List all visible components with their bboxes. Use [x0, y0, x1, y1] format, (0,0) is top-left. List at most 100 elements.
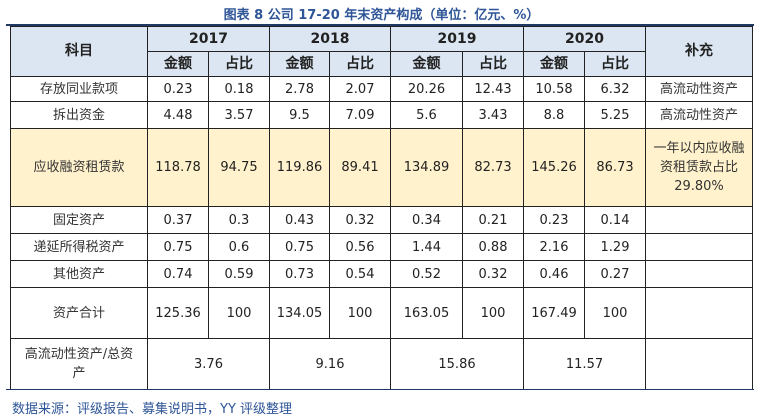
cell-value: 0.88 — [462, 233, 524, 261]
row-note — [645, 206, 753, 234]
cell-value: 94.75 — [208, 128, 270, 207]
header-amount: 金额 — [523, 51, 585, 77]
cell-value: 2.07 — [329, 76, 391, 102]
row-label: 应收融资租赁款 — [10, 128, 148, 207]
table-row: 应收融资租赁款 118.78 94.75 119.86 89.41 134.89 82.73… — [10, 128, 753, 207]
row-label: 其他资产 — [10, 260, 148, 288]
row-note: 高流动性资产 — [645, 101, 753, 129]
cell-value: 3.43 — [462, 101, 524, 129]
table-row: 高流动性资产/总资产 3.76 9.16 15.86 11.57 — [10, 338, 753, 390]
cell-value: 86.73 — [584, 128, 646, 207]
row-label: 高流动性资产/总资产 — [10, 338, 148, 390]
cell-value: 0.34 — [390, 206, 463, 234]
cell-value: 0.74 — [147, 260, 209, 288]
cell-value: 0.75 — [269, 233, 330, 261]
cell-value: 0.75 — [147, 233, 209, 261]
cell-value: 8.8 — [523, 101, 585, 129]
header-year: 2019 — [390, 26, 524, 52]
cell-value: 0.23 — [147, 76, 209, 102]
table-row: 拆出资金 4.48 3.57 9.5 7.09 5.6 3.43 8.8 5.25 高流动性资产 — [10, 101, 753, 129]
asset-table: 科目 2017 2018 2019 2020 补充 金额 占比 金额 占比 金额 占比 金额… — [10, 26, 753, 390]
header-amount: 金额 — [147, 51, 209, 77]
cell-value: 10.58 — [523, 76, 585, 102]
cell-value: 2.78 — [269, 76, 330, 102]
header-year: 2020 — [523, 26, 646, 52]
header-item: 科目 — [10, 26, 148, 77]
cell-value: 12.43 — [462, 76, 524, 102]
cell-value: 163.05 — [390, 287, 463, 339]
source-note: 数据来源：评级报告、募集说明书，YY 评级整理 — [12, 402, 293, 417]
cell-value: 118.78 — [147, 128, 209, 207]
cell-value: 100 — [208, 287, 270, 339]
cell-value: 0.23 — [523, 206, 585, 234]
cell-value: 0.56 — [329, 233, 391, 261]
cell-value: 125.36 — [147, 287, 209, 339]
cell-value: 0.14 — [584, 206, 646, 234]
cell-value: 0.52 — [390, 260, 463, 288]
cell-value: 11.57 — [523, 338, 646, 390]
cell-value: 0.37 — [147, 206, 209, 234]
table-row: 资产合计 125.36 100 134.05 100 163.05 100 167.49 100 — [10, 287, 753, 339]
row-note — [645, 260, 753, 288]
cell-value: 82.73 — [462, 128, 524, 207]
cell-value: 1.29 — [584, 233, 646, 261]
cell-value: 100 — [584, 287, 646, 339]
cell-value: 1.44 — [390, 233, 463, 261]
row-note: 高流动性资产 — [645, 76, 753, 102]
cell-value: 4.48 — [147, 101, 209, 129]
cell-value: 5.25 — [584, 101, 646, 129]
cell-value: 0.32 — [462, 260, 524, 288]
cell-value: 0.32 — [329, 206, 391, 234]
table-row: 递延所得税资产 0.75 0.6 0.75 0.56 1.44 0.88 2.16 1.29 — [10, 233, 753, 261]
cell-value: 0.54 — [329, 260, 391, 288]
cell-value: 0.73 — [269, 260, 330, 288]
header-amount: 金额 — [269, 51, 330, 77]
cell-value: 0.43 — [269, 206, 330, 234]
cell-value: 3.57 — [208, 101, 270, 129]
table-row: 固定资产 0.37 0.3 0.43 0.32 0.34 0.21 0.23 0.14 — [10, 206, 753, 234]
cell-value: 100 — [329, 287, 391, 339]
row-note — [645, 338, 753, 390]
cell-value: 5.6 — [390, 101, 463, 129]
cell-value: 0.46 — [523, 260, 585, 288]
row-label: 拆出资金 — [10, 101, 148, 129]
header-ratio: 占比 — [208, 51, 270, 77]
cell-value: 119.86 — [269, 128, 330, 207]
cell-value: 0.21 — [462, 206, 524, 234]
row-label: 递延所得税资产 — [10, 233, 148, 261]
row-label: 存放同业款项 — [10, 76, 148, 102]
cell-value: 3.76 — [147, 338, 270, 390]
cell-value: 134.89 — [390, 128, 463, 207]
table-row: 存放同业款项 0.23 0.18 2.78 2.07 20.26 12.43 10.58 6.3… — [10, 76, 753, 102]
row-note — [645, 287, 753, 339]
cell-value: 134.05 — [269, 287, 330, 339]
header-ratio: 占比 — [329, 51, 391, 77]
cell-value: 0.6 — [208, 233, 270, 261]
cell-value: 2.16 — [523, 233, 585, 261]
row-label: 资产合计 — [10, 287, 148, 339]
top-rule — [6, 24, 754, 26]
header-note: 补充 — [645, 26, 753, 77]
cell-value: 0.18 — [208, 76, 270, 102]
header-ratio: 占比 — [462, 51, 524, 77]
cell-value: 0.59 — [208, 260, 270, 288]
cell-value: 20.26 — [390, 76, 463, 102]
bottom-rule — [6, 389, 754, 390]
header-year: 2017 — [147, 26, 270, 52]
table-title: 图表 8 公司 17-20 年末资产构成（单位：亿元、%） — [223, 8, 540, 23]
header-year: 2018 — [269, 26, 391, 52]
cell-value: 15.86 — [390, 338, 524, 390]
cell-value: 6.32 — [584, 76, 646, 102]
row-note: 一年以内应收融资租赁款占比 29.80% — [645, 128, 753, 207]
cell-value: 0.27 — [584, 260, 646, 288]
cell-value: 7.09 — [329, 101, 391, 129]
cell-value: 0.3 — [208, 206, 270, 234]
cell-value: 167.49 — [523, 287, 585, 339]
table-row: 其他资产 0.74 0.59 0.73 0.54 0.52 0.32 0.46 0.27 — [10, 260, 753, 288]
header-amount: 金额 — [390, 51, 463, 77]
cell-value: 9.16 — [269, 338, 391, 390]
header-ratio: 占比 — [584, 51, 646, 77]
cell-value: 9.5 — [269, 101, 330, 129]
cell-value: 100 — [462, 287, 524, 339]
row-label: 固定资产 — [10, 206, 148, 234]
